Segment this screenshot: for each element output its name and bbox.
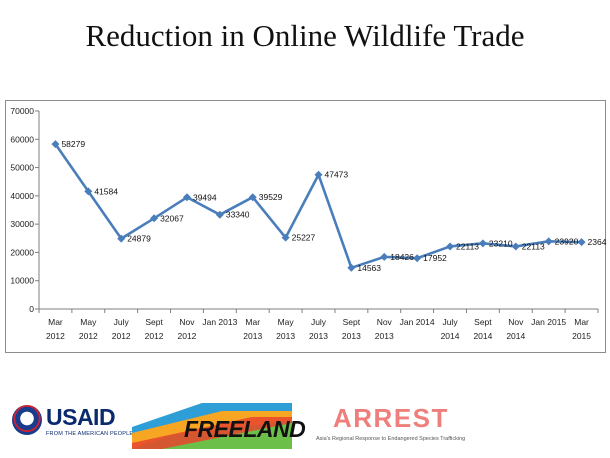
x-tick-label: 2012 [46,331,65,341]
data-label: 58279 [61,139,85,149]
x-tick-label: Mar [48,317,63,327]
y-axis-ticks: 0 10000 20000 30000 40000 50000 60000 70000 [10,106,39,314]
data-point-marker [150,214,159,223]
data-point-marker [511,242,520,251]
data-point-marker [248,193,257,202]
data-point-marker [182,193,191,202]
data-label: 22113 [522,241,545,251]
freeland-wordmark: FREELAND [184,416,306,442]
series-line [54,143,582,270]
x-tick-label: May [278,317,295,327]
x-tick-label: Nov [377,317,393,327]
x-tick-label: Sept [145,317,163,327]
data-label: 39494 [193,192,217,202]
y-tick-label: 50000 [10,163,34,173]
x-tick-label: July [442,317,458,327]
usaid-logo: USAID FROM THE AMERICAN PEOPLE [12,404,133,445]
y-tick-label: 20000 [10,247,34,257]
data-point-marker [51,140,60,149]
x-tick-label: 2012 [79,331,98,341]
x-tick-label: 2013 [243,331,262,341]
data-label: 23641 [588,237,607,247]
data-label: 24879 [127,234,151,244]
data-point-marker [314,170,323,179]
series-line-path [54,143,582,270]
x-tick-label: 2014 [441,331,460,341]
usaid-seal-icon [12,405,42,435]
arrest-logo: ARREST Asia's Regional Response to Endan… [316,403,496,449]
arrest-wordmark: ARREST [333,403,449,433]
data-label: 23920 [555,236,579,246]
x-axis-ticks: Mar 2012 May 2012 July 2012 Sept 2012 Nov 2012 Jan… [38,309,599,341]
data-point-marker [347,263,356,272]
line-chart: 0 10000 20000 30000 40000 50000 60000 70000 Mar… [10,106,607,341]
footer-logos: USAID FROM THE AMERICAN PEOPLE FREELAND … [0,395,610,455]
x-tick-label: Jan 2015 [531,317,566,327]
x-tick-label: Jan 2014 [400,317,435,327]
arrest-tagline: Asia's Regional Response to Endangered S… [316,436,466,442]
freeland-logo: FREELAND [132,403,306,449]
slide-title: Reduction in Online Wildlife Trade [85,18,525,53]
x-tick-label: 2012 [178,331,197,341]
data-label: 17952 [423,253,447,263]
data-point-marker [478,239,487,248]
data-label: 18426 [390,252,414,262]
x-tick-label: 2013 [276,331,295,341]
x-tick-label: 2014 [506,331,525,341]
x-tick-label: July [114,317,130,327]
y-tick-label: 0 [29,304,34,314]
x-tick-label: 2012 [145,331,164,341]
data-label: 25227 [292,233,316,243]
data-label: 14563 [357,263,381,273]
x-tick-label: Sept [474,317,492,327]
x-tick-label: 2014 [473,331,492,341]
data-point-marker [84,187,93,196]
data-point-marker [117,234,126,243]
data-point-marker [215,210,224,219]
x-tick-label: 2012 [112,331,131,341]
data-label: 33340 [226,210,250,220]
data-label: 41584 [94,186,118,196]
x-tick-label: 2013 [342,331,361,341]
data-label: 39529 [259,192,283,202]
chart-axes [38,111,598,310]
data-point-marker [577,238,586,247]
data-point-marker [380,252,389,261]
y-tick-label: 60000 [10,134,34,144]
x-tick-label: Nov [508,317,524,327]
x-tick-label: Jan 2013 [202,317,237,327]
data-point-marker [413,254,422,263]
data-label: 47473 [325,170,349,180]
y-tick-label: 10000 [10,276,34,286]
data-label: 23210 [489,238,513,248]
x-tick-label: Nov [179,317,195,327]
x-tick-label: Mar [245,317,260,327]
usaid-tagline: FROM THE AMERICAN PEOPLE [46,431,134,437]
x-tick-label: 2013 [375,331,394,341]
x-tick-label: Mar [574,317,589,327]
usaid-wordmark: USAID [46,404,116,430]
data-label: 22113 [456,241,479,251]
y-tick-label: 30000 [10,219,34,229]
x-tick-label: 2015 [572,331,591,341]
chart-area: 0 10000 20000 30000 40000 50000 60000 70000 Mar… [5,100,607,353]
data-point-marker [281,233,290,242]
data-label: 32067 [160,213,184,223]
x-tick-label: May [80,317,97,327]
data-point-marker [446,242,455,251]
x-tick-label: July [311,317,327,327]
data-point-marker [544,237,553,246]
freeland-stripes-icon [132,403,292,449]
y-tick-label: 70000 [10,106,34,116]
data-labels: 58279 41584 24879 32067 39494 33340 39529 25227… [61,139,607,273]
x-tick-label: 2013 [309,331,328,341]
series-points [51,140,586,272]
x-tick-label: Sept [343,317,361,327]
y-tick-label: 40000 [10,191,34,201]
